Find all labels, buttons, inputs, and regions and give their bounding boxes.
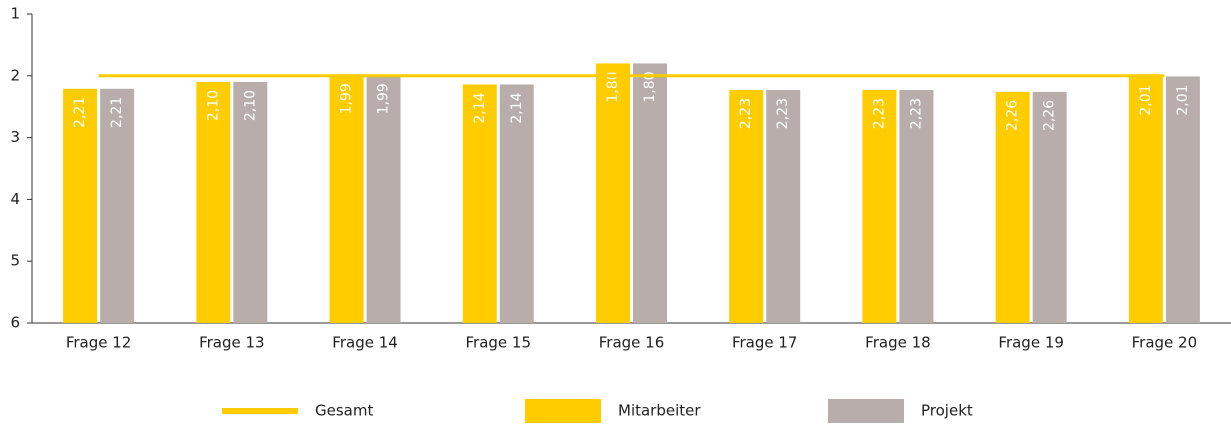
bar (196, 81, 231, 323)
value-label: 2,23 (775, 98, 791, 129)
value-label: 2,01 (1175, 84, 1191, 115)
legend-label: Gesamt (315, 402, 373, 420)
value-label: 1,99 (339, 83, 355, 114)
x-tick-label: Frage 12 (66, 334, 132, 352)
bar (233, 81, 268, 323)
legend-label: Mitarbeiter (618, 402, 701, 420)
y-tick-label: 6 (10, 314, 20, 332)
bar (100, 88, 135, 323)
x-tick-label: Frage 20 (1132, 334, 1198, 352)
bar (633, 63, 667, 323)
value-label: 2,26 (1005, 100, 1021, 131)
bar (729, 90, 764, 323)
legend-label: Projekt (921, 402, 973, 420)
bar (462, 84, 497, 324)
legend-swatch (222, 408, 298, 414)
bar (1128, 76, 1163, 323)
x-tick-label: Frage 16 (599, 334, 665, 352)
bar (499, 84, 534, 324)
bar (366, 75, 401, 323)
x-tick-label: Frage 13 (199, 334, 265, 352)
legend-swatch (828, 399, 904, 423)
y-tick-label: 2 (10, 66, 20, 84)
x-tick-label: Frage 19 (998, 334, 1064, 352)
bar (862, 90, 897, 323)
value-label: 2,23 (908, 98, 924, 129)
value-label: 2,10 (205, 90, 221, 121)
y-tick-label: 1 (10, 5, 20, 23)
bar (1032, 91, 1067, 323)
value-label: 2,26 (1042, 100, 1058, 131)
value-label: 1,80 (605, 71, 621, 102)
value-label: 2,23 (871, 98, 887, 129)
y-tick-label: 4 (10, 190, 20, 208)
value-label: 1,99 (376, 83, 392, 114)
bar (766, 90, 801, 323)
x-tick-label: Frage 14 (332, 334, 398, 352)
bar (899, 90, 934, 323)
x-tick-label: Frage 15 (466, 334, 532, 352)
bar (329, 75, 364, 323)
value-label: 2,10 (242, 90, 258, 121)
value-label: 2,21 (109, 97, 125, 128)
x-tick-label: Frage 17 (732, 334, 798, 352)
y-tick-label: 3 (10, 128, 20, 146)
value-label: 2,23 (738, 98, 754, 129)
x-tick-label: Frage 18 (865, 334, 931, 352)
y-tick-label: 5 (10, 252, 20, 270)
bar (63, 88, 98, 323)
bar (1165, 76, 1200, 323)
value-label: 1,80 (642, 71, 658, 102)
value-label: 2,01 (1138, 84, 1154, 115)
bar (995, 91, 1030, 323)
value-label: 2,21 (72, 97, 88, 128)
legend-swatch (525, 399, 601, 423)
value-label: 2,14 (509, 92, 525, 123)
value-label: 2,14 (472, 92, 488, 123)
bar (596, 63, 630, 323)
